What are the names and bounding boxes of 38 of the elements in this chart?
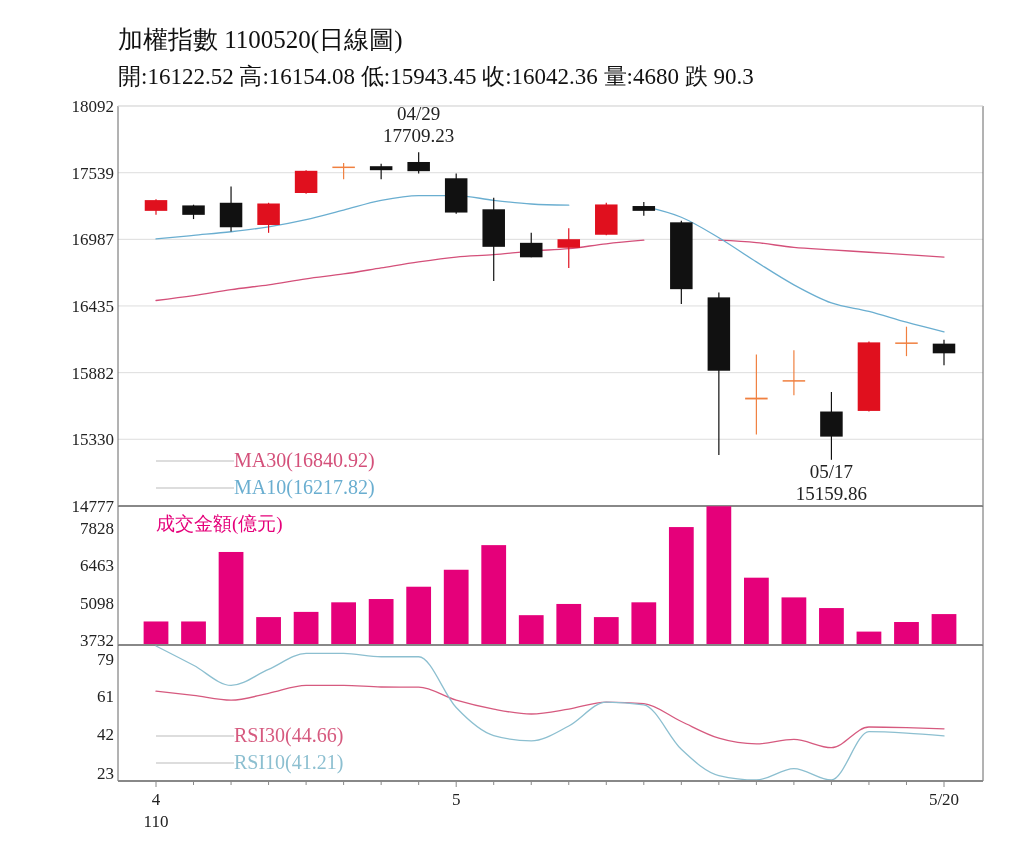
candlestick [782,349,806,396]
candlestick [557,227,581,269]
series-label: 成交金額(億元) [156,513,283,535]
y-tick-label: 23 [97,763,114,783]
y-tick-label: 14777 [71,496,115,516]
y-tick-label: 42 [97,725,114,745]
annotation: 05/17 15159.86 [795,460,868,504]
y-tick-label: 7828 [80,518,114,538]
annotation: 04/29 17709.23 [383,103,455,147]
candlestick [932,339,956,366]
y-tick-label: 61 [97,686,114,706]
y-tick-label: 15882 [71,363,114,383]
line-series [155,684,945,749]
candlestick [294,169,318,195]
line-series [155,645,945,781]
y-tick-label: 18092 [71,96,114,116]
candlestick [519,232,543,258]
y-tick-label: 5098 [80,593,114,613]
y-tick-label: 6463 [80,556,114,576]
y-tick-label: 15330 [71,430,114,450]
series-label: RSI30(44.66) [234,724,344,747]
text: RSI10(41.21) [234,751,344,774]
y-tick-label: 16987 [71,230,115,250]
candlestick [407,151,430,175]
candlestick [895,326,918,357]
candlestick [257,202,280,234]
chart-title: 加權指數 1100520(日線圖) [118,26,403,54]
y-tick-label: 3732 [80,630,114,650]
chart-subtitle: 開:16122.52 高:16154.08 低:15943.45 收:16042.36 量:4680 跌 90.3 [118,64,754,89]
y-tick-label: 16435 [71,296,114,316]
x-tick-label: 4 110 [143,790,169,831]
text: MA10(16217.82) [234,476,375,499]
candlestick [369,163,393,180]
y-tick-label: 79 [97,650,114,670]
x-tick-label: 5 [451,790,461,809]
x-tick-label: 5/20 [928,790,960,809]
text: MA30(16840.92) [234,449,375,472]
y-tick-label: 17539 [71,163,114,183]
